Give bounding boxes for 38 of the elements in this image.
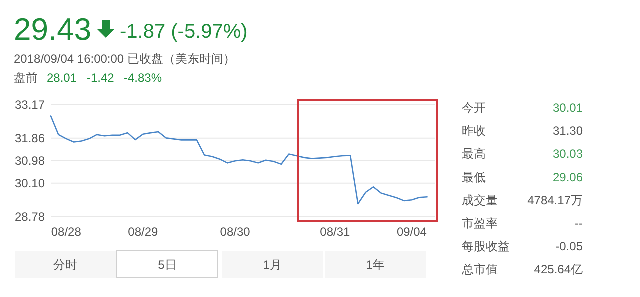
text: 成交量 [462, 193, 498, 208]
text: 425.64亿 [534, 262, 583, 277]
text: -0.05 [556, 240, 584, 254]
text: -4.83% [124, 71, 162, 85]
text: 最高 [462, 147, 486, 162]
x-tick-label: 08/30 [220, 225, 251, 239]
text: 5日 [158, 258, 177, 272]
text: 总市值 [461, 262, 498, 277]
text: 2018/09/04 16:00:00 已收盘（美东时间） [14, 52, 236, 66]
text: 1年 [366, 258, 385, 272]
text: 29.43 [14, 12, 92, 47]
x-tick-label: 09/04 [396, 225, 428, 239]
text: -- [575, 216, 583, 230]
x-tick-label: 08/28 [51, 225, 82, 239]
text: 今开 [462, 101, 486, 115]
text: 每股收益 [462, 240, 510, 254]
y-tick-label: 30.10 [14, 176, 46, 190]
text: 市盈率 [462, 216, 498, 230]
x-tick-label: 08/31 [320, 225, 350, 239]
text: 30.03 [552, 147, 584, 162]
text: 最低 [462, 170, 486, 184]
x-tick-label: 08/29 [128, 225, 158, 239]
text: 31.30 [552, 124, 584, 138]
text: 29.06 [552, 170, 584, 184]
y-tick-label: 28.78 [14, 210, 46, 224]
line-series [50, 116, 428, 205]
text: 4784.17万 [528, 193, 583, 208]
text: 昨收 [462, 124, 486, 138]
y-tick-label: 33.17 [14, 98, 46, 112]
text: 30.01 [552, 101, 584, 115]
text: 盘前 [14, 71, 38, 85]
y-tick-label: 31.86 [14, 131, 46, 146]
text: 1月 [263, 258, 282, 272]
y-tick-label: 30.98 [14, 154, 46, 168]
text: 分时 [54, 258, 78, 272]
text: -1.87 (-5.97%) [120, 21, 248, 43]
text: -1.42 [87, 71, 115, 85]
text: 28.01 [47, 71, 78, 85]
